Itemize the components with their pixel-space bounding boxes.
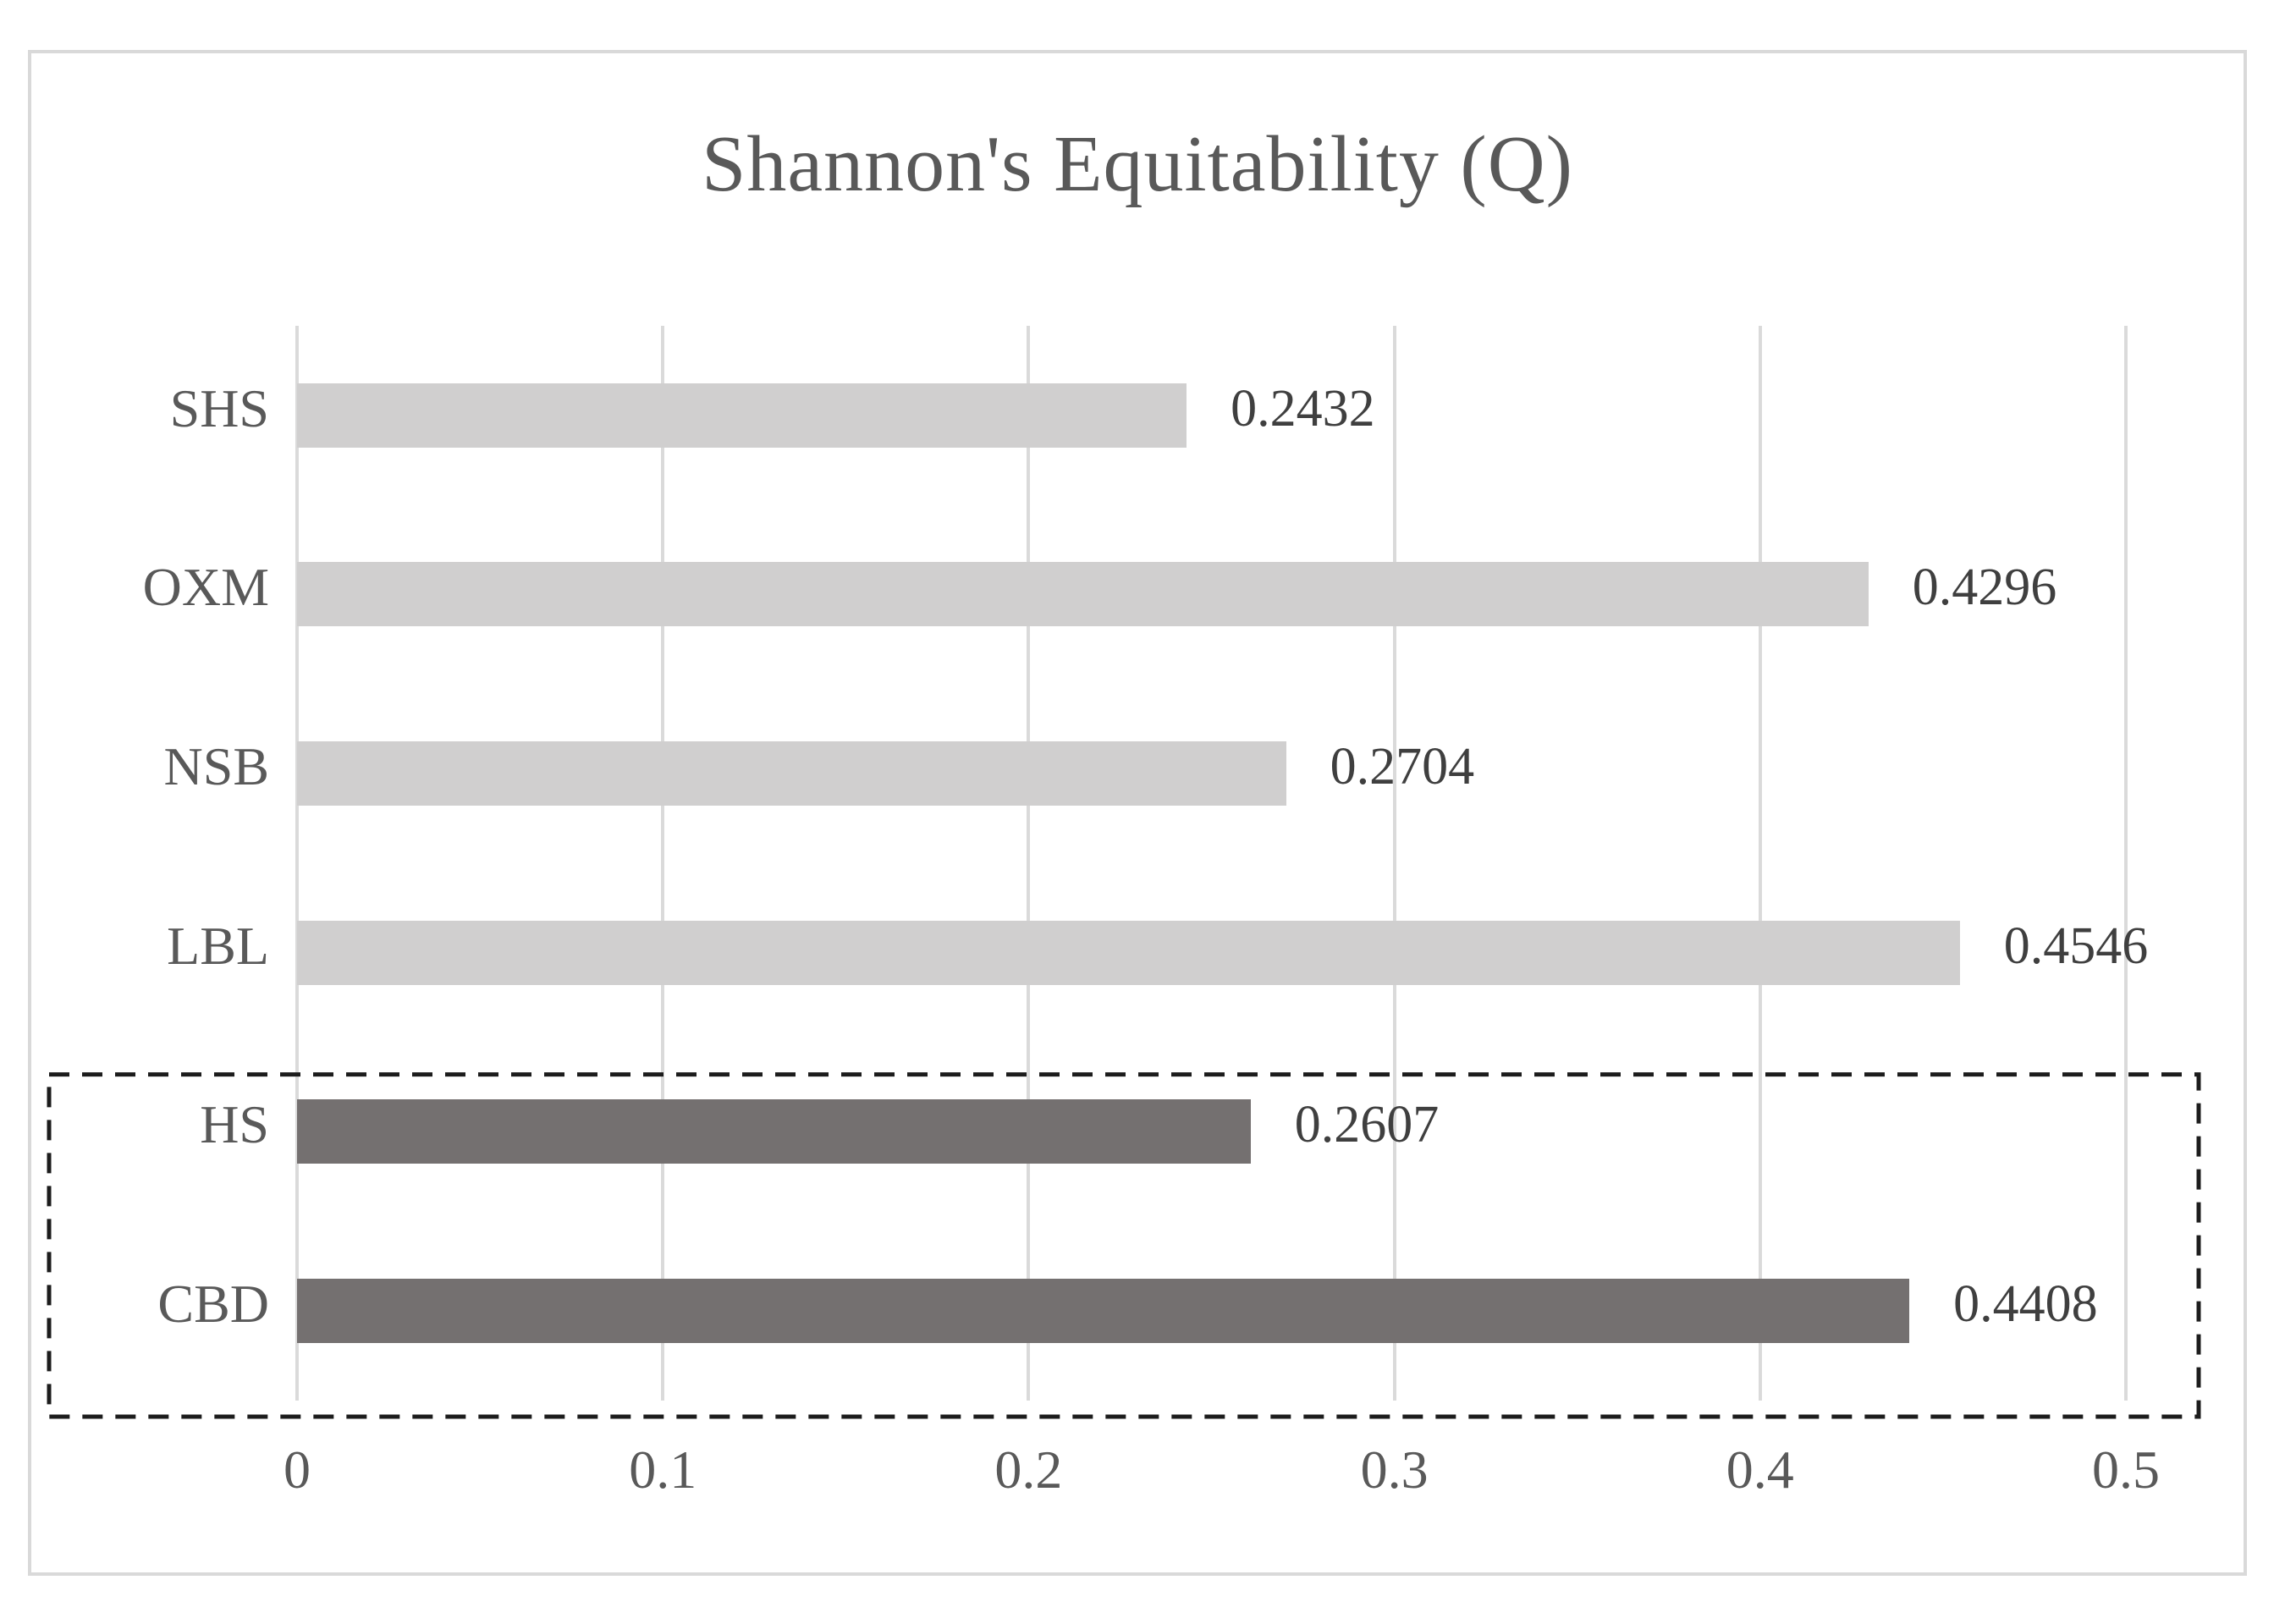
bar-shs xyxy=(297,383,1187,448)
value-label-shs: 0.2432 xyxy=(1231,379,1375,438)
gridline-0.4 xyxy=(1758,326,1762,1401)
chart-row-shs: SHS 0.2432 xyxy=(170,326,2126,505)
x-tick-label-0.3: 0.3 xyxy=(1360,1440,1429,1500)
value-label-lbl: 0.4546 xyxy=(2003,917,2149,975)
x-tick-label-0.5: 0.5 xyxy=(2092,1440,2160,1500)
category-label-shs: SHS xyxy=(169,377,269,438)
x-tick-label-0.2: 0.2 xyxy=(994,1440,1063,1500)
category-label-lbl: LBL xyxy=(167,915,269,976)
bar-oxm xyxy=(297,562,1869,627)
plot-area: SHS 0.2432 OXM 0.4296 NSB 0.2704 LBL 0.4546 HS 0.… xyxy=(143,326,2148,1401)
value-label-cbd: 0.4408 xyxy=(1953,1275,2098,1334)
category-label-cbd: CBD xyxy=(157,1274,269,1335)
category-label-nsb: NSB xyxy=(163,736,270,797)
chart-row-oxm: OXM 0.4296 xyxy=(143,505,2126,685)
x-tick-label-0.4: 0.4 xyxy=(1726,1440,1794,1500)
category-label-hs: HS xyxy=(200,1094,269,1155)
value-label-oxm: 0.4296 xyxy=(1912,559,2057,617)
x-tick-label-0.1: 0.1 xyxy=(629,1440,697,1500)
gridline-0.2 xyxy=(1027,326,1031,1401)
chart-row-lbl: LBL 0.4546 xyxy=(167,863,2148,1043)
gridline-0 xyxy=(295,326,299,1401)
chart-row-nsb: NSB 0.2704 xyxy=(164,684,2126,863)
gridline-0.3 xyxy=(1392,326,1396,1401)
bar-lbl xyxy=(297,920,1960,985)
chart-title: Shannon's Equitability (Q) xyxy=(702,120,1573,208)
category-label-oxm: OXM xyxy=(142,557,269,618)
chart-row-cbd: CBD 0.4408 xyxy=(157,1221,2126,1401)
gridline-0.1 xyxy=(661,326,665,1401)
value-label-hs: 0.2607 xyxy=(1294,1096,1440,1154)
bar-nsb xyxy=(297,741,1286,806)
x-tick-label-0: 0 xyxy=(284,1440,311,1500)
bar-cbd xyxy=(297,1279,1910,1344)
gridline-0.5 xyxy=(2124,326,2128,1401)
bar-hs xyxy=(297,1099,1251,1164)
chart-row-hs: HS 0.2607 xyxy=(200,1043,2126,1222)
value-label-nsb: 0.2704 xyxy=(1330,738,1475,796)
